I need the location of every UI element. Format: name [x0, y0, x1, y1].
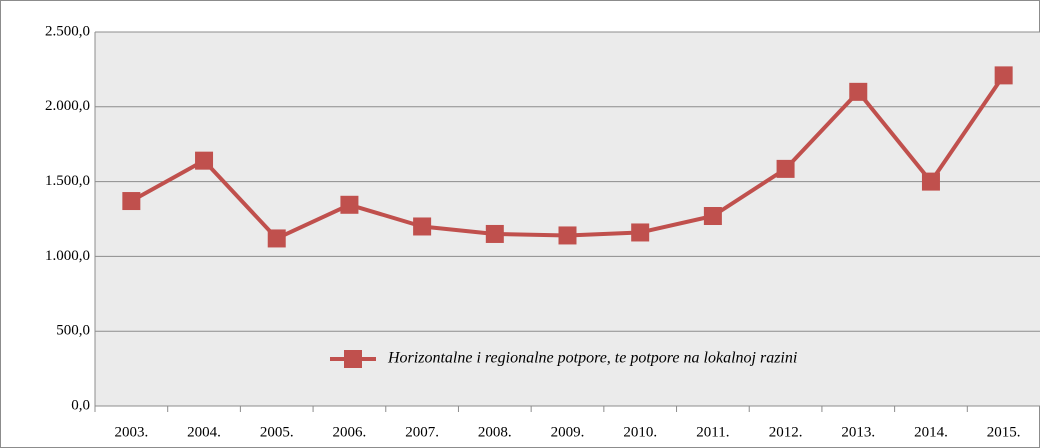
y-tick-label: 1.000,0 — [45, 248, 90, 264]
x-tick-label: 2009. — [551, 424, 585, 440]
marker — [267, 229, 286, 248]
x-tick-label: 2015. — [987, 424, 1021, 440]
y-tick-label: 500,0 — [56, 323, 90, 339]
marker — [631, 223, 650, 242]
marker — [776, 159, 795, 178]
plot-area — [95, 32, 1040, 406]
marker — [485, 224, 504, 243]
marker — [921, 172, 940, 191]
x-tick-label: 2011. — [696, 424, 729, 440]
y-tick-label: 2.000,0 — [45, 98, 90, 114]
x-tick-label: 2014. — [914, 424, 948, 440]
y-tick-label: 0,0 — [71, 397, 90, 413]
marker — [195, 151, 214, 170]
marker — [558, 226, 577, 245]
marker — [994, 66, 1013, 85]
x-tick-label: 2005. — [260, 424, 294, 440]
x-tick-label: 2007. — [405, 424, 439, 440]
x-tick-label: 2006. — [333, 424, 367, 440]
marker — [849, 82, 868, 101]
legend-label: Horizontalne i regionalne potpore, te po… — [387, 350, 797, 367]
x-tick-label: 2012. — [769, 424, 803, 440]
y-tick-label: 1.500,0 — [45, 173, 90, 189]
marker — [413, 217, 432, 236]
y-tick-label: 2.500,0 — [45, 23, 90, 39]
marker — [703, 207, 722, 226]
x-tick-label: 2003. — [114, 424, 148, 440]
x-tick-label: 2010. — [623, 424, 657, 440]
marker — [340, 195, 359, 214]
x-tick-label: 2013. — [841, 424, 875, 440]
marker — [122, 192, 141, 211]
legend-marker — [344, 350, 362, 368]
x-tick-label: 2004. — [187, 424, 221, 440]
x-tick-label: 2008. — [478, 424, 512, 440]
